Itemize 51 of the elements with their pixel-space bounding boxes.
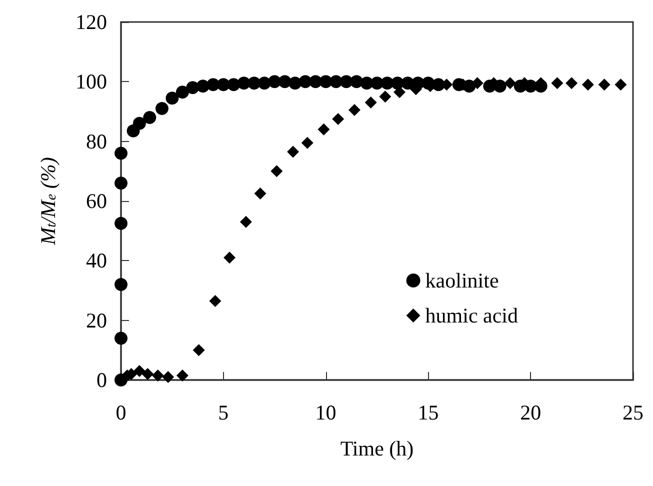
y-tick-label: 20 [86,308,107,332]
point [224,252,236,264]
x-tick-label: 25 [622,400,644,424]
point [566,77,578,90]
point [132,116,146,130]
y-tick-label: 60 [86,189,107,213]
point [133,365,146,378]
point [114,176,128,190]
point [504,77,516,90]
point [364,96,377,109]
point [155,102,168,116]
y-axis-title: Mt/Me (%) [36,157,60,246]
legend-label: kaolinite [425,268,499,292]
point [114,146,128,160]
point [192,344,205,356]
legend-label: humic acid [425,304,518,328]
point [143,110,156,124]
point [114,216,128,230]
point [114,332,128,345]
point [254,188,266,200]
point [176,86,189,99]
point [582,78,594,91]
x-axis-title: Time (h) [340,436,414,460]
x-tick-label: 15 [418,400,439,424]
y-tick-label: 40 [86,248,107,273]
y-tick-label: 120 [76,10,107,34]
point [142,368,154,380]
point [176,370,188,382]
point [348,104,360,116]
x-tick-label: 20 [520,400,542,424]
x-tick-label: 10 [315,400,336,424]
y-tick-label: 80 [86,129,107,154]
point [301,136,314,149]
y-tick-label: 100 [76,70,107,94]
point [166,92,179,105]
point [551,77,564,90]
point [318,123,330,136]
point [162,371,174,384]
point [209,294,222,307]
point [114,278,128,292]
point [152,370,164,382]
point [332,112,344,125]
point [598,78,610,91]
x-tick-label: 0 [116,400,126,424]
point [287,146,300,158]
y-tick-label: 0 [96,368,107,392]
x-tick-label: 5 [218,400,229,424]
point [240,216,252,228]
point [270,165,283,178]
point [614,78,627,91]
point [379,90,392,103]
